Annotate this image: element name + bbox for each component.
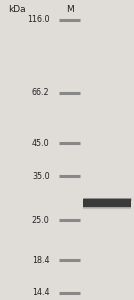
Text: 45.0: 45.0 xyxy=(32,139,50,148)
Text: kDa: kDa xyxy=(9,5,26,14)
Text: 25.0: 25.0 xyxy=(32,216,50,225)
Text: 116.0: 116.0 xyxy=(27,15,50,24)
Text: 14.4: 14.4 xyxy=(32,288,50,297)
Text: 18.4: 18.4 xyxy=(32,256,50,265)
Text: M: M xyxy=(66,5,74,14)
Text: 66.2: 66.2 xyxy=(32,88,50,98)
Text: 35.0: 35.0 xyxy=(32,172,50,181)
